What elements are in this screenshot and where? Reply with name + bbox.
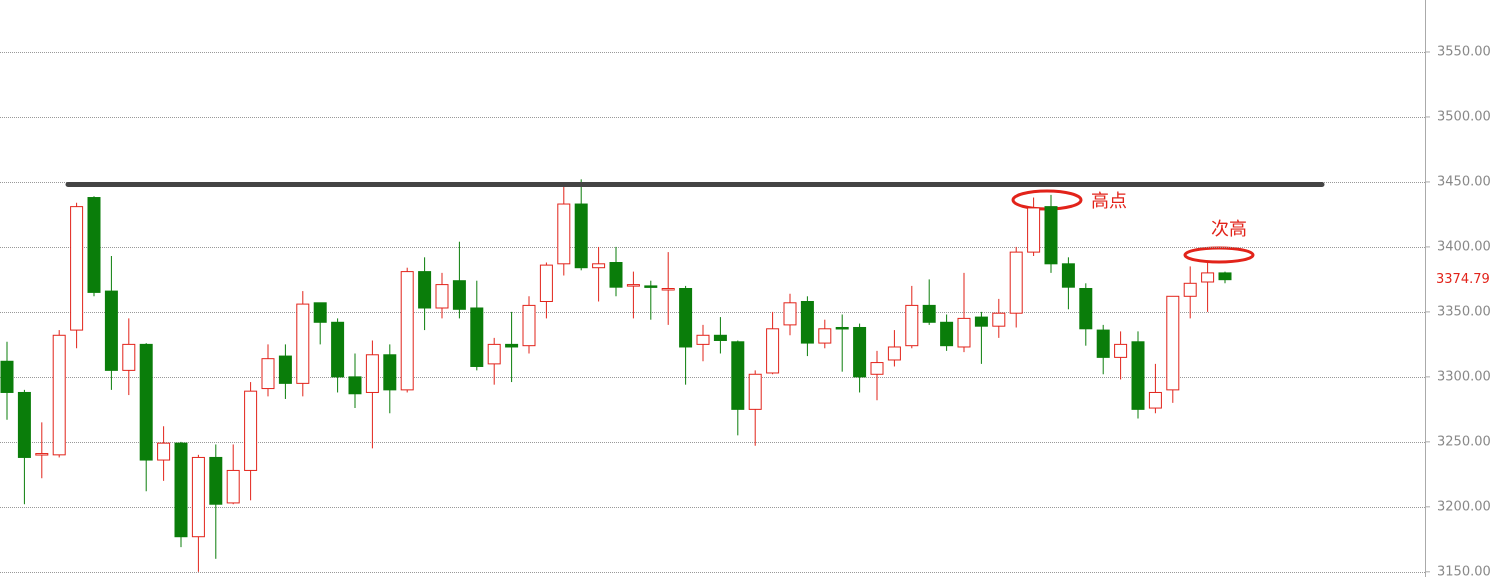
candle-body	[609, 262, 623, 288]
candle-body	[1218, 272, 1232, 281]
candle-body	[70, 206, 84, 331]
candle-body	[1061, 263, 1075, 288]
candle-body	[835, 326, 849, 330]
candle-body	[592, 263, 606, 269]
candle-body	[261, 358, 275, 390]
candle-body	[870, 362, 884, 375]
candle-body	[818, 328, 832, 344]
candle-body	[644, 285, 658, 288]
y-tick-label: 3550.00	[1437, 44, 1491, 59]
candle-body	[748, 373, 762, 410]
y-tick-label: 3450.00	[1437, 174, 1491, 189]
candle-body	[191, 456, 205, 538]
candle-body	[400, 271, 414, 391]
candle-body	[331, 321, 345, 378]
candle-body	[679, 288, 693, 348]
y-tick-label: 3150.00	[1437, 564, 1491, 577]
candle-body	[1027, 207, 1041, 253]
candle-body	[1114, 343, 1128, 358]
candle-body	[940, 321, 954, 347]
candle-body	[696, 334, 710, 345]
candle-body	[348, 376, 362, 395]
candle-body	[0, 360, 14, 393]
candle-body	[1009, 251, 1023, 314]
candle-body	[174, 442, 188, 538]
candle-body	[905, 304, 919, 347]
candle-body	[1079, 288, 1093, 330]
candle-body	[383, 354, 397, 391]
candle-body	[1131, 341, 1145, 410]
candle-body	[365, 354, 379, 393]
candle-body	[957, 317, 971, 348]
candle-body	[974, 316, 988, 327]
candle-body	[626, 284, 640, 287]
candle-body	[52, 334, 66, 456]
candle-body	[853, 326, 867, 378]
candle-body	[1166, 295, 1180, 391]
candle-body	[557, 203, 571, 265]
candle-body	[922, 304, 936, 323]
candle-body	[887, 346, 901, 361]
candle-body	[992, 312, 1006, 327]
candle-body	[1183, 282, 1197, 297]
candle-body	[487, 343, 501, 365]
y-tick-label: 3400.00	[1437, 239, 1491, 254]
candle-body	[244, 390, 258, 471]
candle-body	[522, 304, 536, 347]
candle-body	[157, 442, 171, 461]
candle-body	[661, 288, 675, 291]
candle-body	[800, 300, 814, 344]
candle-body	[1148, 391, 1162, 409]
candle-body	[783, 302, 797, 326]
y-tick-label: 3200.00	[1437, 499, 1491, 514]
y-tick-label: 3500.00	[1437, 109, 1491, 124]
candle-body	[539, 264, 553, 302]
y-tick-label: 3300.00	[1437, 369, 1491, 384]
candle-body	[574, 203, 588, 269]
candle-body	[713, 334, 727, 341]
candle-body	[418, 271, 432, 309]
candle-body	[1201, 272, 1215, 283]
annotation: 高点	[1091, 191, 1127, 212]
last-price-label: 3374.79	[1436, 272, 1490, 287]
candle-body	[122, 343, 136, 371]
candle-body	[766, 328, 780, 374]
candle-body	[505, 343, 519, 348]
candle-body	[87, 197, 101, 293]
candle-body	[278, 355, 292, 384]
candle-body	[452, 280, 466, 310]
candle-body	[17, 391, 31, 458]
candle-body	[35, 453, 49, 456]
candle-body	[470, 307, 484, 367]
candle-body	[1044, 206, 1058, 265]
highlight-ellipse	[1183, 246, 1255, 264]
candle-body	[296, 303, 310, 384]
candle-body	[435, 284, 449, 309]
candle-body	[1096, 329, 1110, 358]
candle-body	[104, 290, 118, 371]
candle-body	[209, 456, 223, 505]
candle-body	[313, 302, 327, 323]
y-tick-label: 3350.00	[1437, 304, 1491, 319]
annotation: 次高	[1211, 219, 1247, 240]
candle-body	[731, 341, 745, 410]
candle-body	[139, 343, 153, 461]
y-tick-label: 3250.00	[1437, 434, 1491, 449]
candle-body	[226, 469, 240, 504]
